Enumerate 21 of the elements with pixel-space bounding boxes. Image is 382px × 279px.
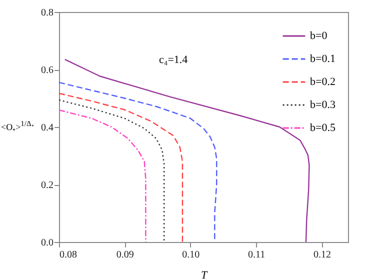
x-tick-label: 0.12 <box>313 250 331 260</box>
x-tick-label: 0.09 <box>116 250 134 260</box>
annotation: c₄=1.4 <box>159 54 188 66</box>
line-series <box>58 109 146 243</box>
legend-label: b=0.5 <box>310 122 336 134</box>
x-tick-label: 0.11 <box>248 250 266 260</box>
y-tick-label: 0.2 <box>41 180 54 191</box>
x-axis-title: T <box>200 270 208 279</box>
y-tick-label: 0.4 <box>41 122 54 134</box>
legend-label: b=0.3 <box>310 99 336 111</box>
legend-label: b=0.1 <box>310 53 336 65</box>
line-series <box>58 92 184 243</box>
y-tick-label: 0.8 <box>41 8 54 18</box>
y-tick-label: 0.0 <box>41 238 54 248</box>
y-tick-label: 0.6 <box>41 65 54 76</box>
line-series <box>58 99 165 243</box>
legend-label: b=0 <box>310 30 328 42</box>
x-tick-label: 0.08 <box>60 250 77 260</box>
x-tick-label: 0.10 <box>182 250 200 260</box>
y-axis-title: <O₊>$^{1/Δ₊}$ <box>1 118 34 133</box>
legend-label: b=0.2 <box>310 76 336 88</box>
